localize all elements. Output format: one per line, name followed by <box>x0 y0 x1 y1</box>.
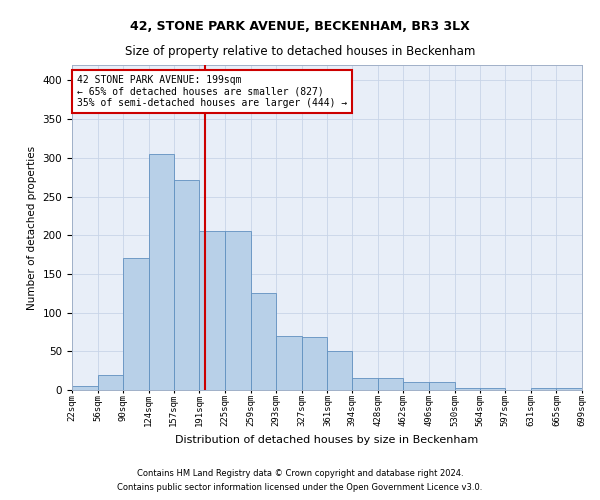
Bar <box>302 338 328 390</box>
Bar <box>481 388 505 390</box>
Bar <box>403 382 429 390</box>
Text: 42, STONE PARK AVENUE, BECKENHAM, BR3 3LX: 42, STONE PARK AVENUE, BECKENHAM, BR3 3L… <box>130 20 470 33</box>
Bar <box>72 386 98 390</box>
Text: Contains HM Land Registry data © Crown copyright and database right 2024.: Contains HM Land Registry data © Crown c… <box>137 468 463 477</box>
Bar <box>276 336 302 390</box>
Bar <box>429 382 455 390</box>
Text: Contains public sector information licensed under the Open Government Licence v3: Contains public sector information licen… <box>118 484 482 492</box>
Y-axis label: Number of detached properties: Number of detached properties <box>27 146 37 310</box>
Bar <box>378 378 403 390</box>
Text: Size of property relative to detached houses in Beckenham: Size of property relative to detached ho… <box>125 45 475 58</box>
Bar <box>352 378 378 390</box>
Bar <box>328 352 352 390</box>
Bar <box>98 374 123 390</box>
Text: 42 STONE PARK AVENUE: 199sqm
← 65% of detached houses are smaller (827)
35% of s: 42 STONE PARK AVENUE: 199sqm ← 65% of de… <box>77 74 347 108</box>
X-axis label: Distribution of detached houses by size in Beckenham: Distribution of detached houses by size … <box>175 435 479 445</box>
Bar <box>173 180 199 390</box>
Bar <box>251 294 276 390</box>
Bar <box>199 232 225 390</box>
Bar <box>556 388 582 390</box>
Bar <box>531 388 556 390</box>
Bar <box>225 232 251 390</box>
Bar <box>149 154 173 390</box>
Bar <box>455 388 481 390</box>
Bar <box>123 258 149 390</box>
